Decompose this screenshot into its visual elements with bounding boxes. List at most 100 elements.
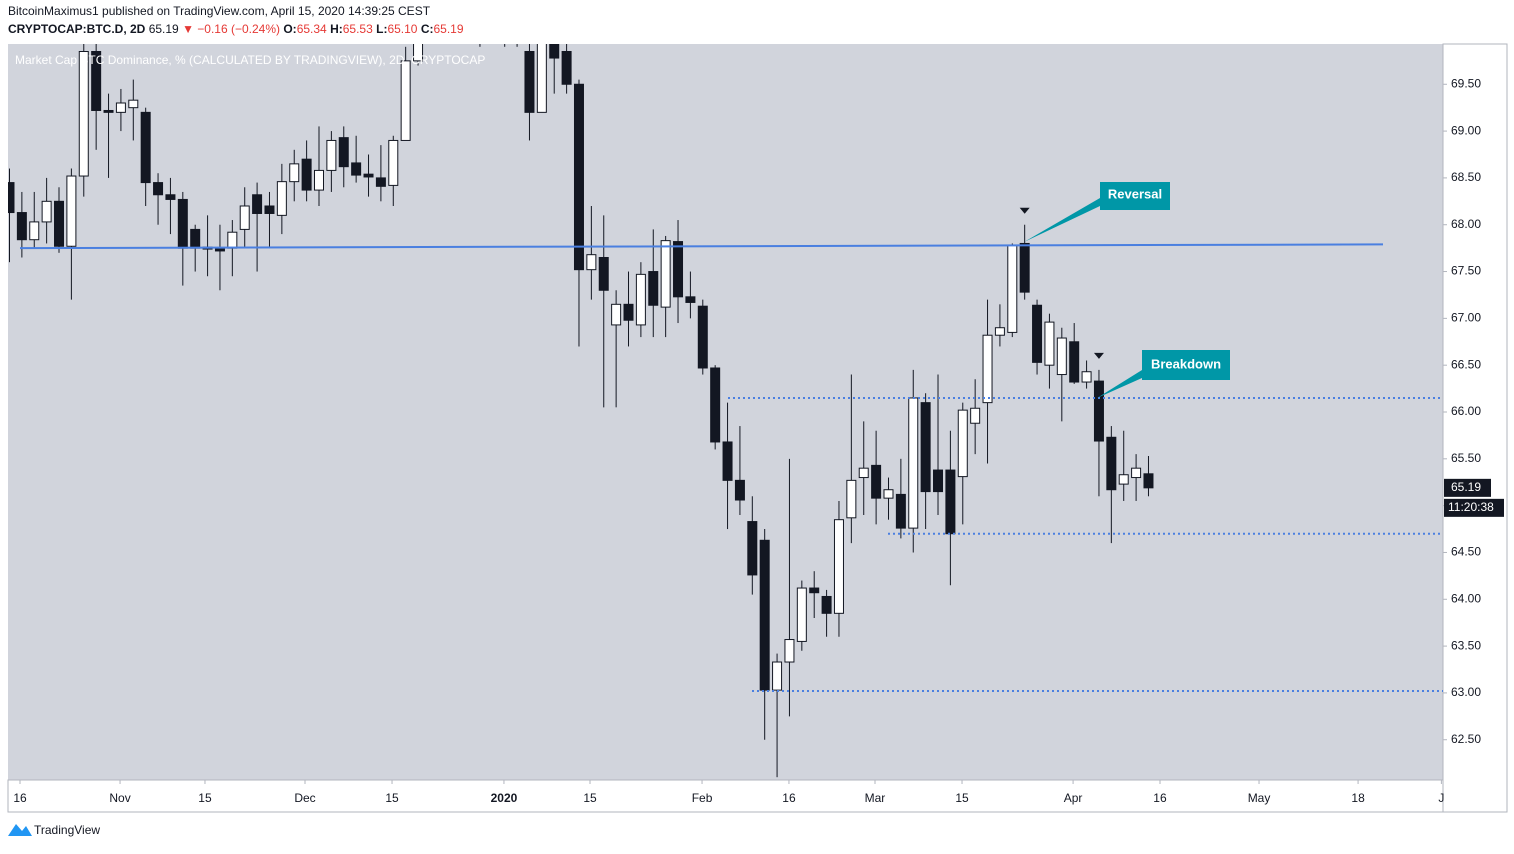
candle-body [463, 5, 472, 10]
candle-body [846, 479, 857, 519]
candle-body [54, 200, 65, 247]
candle-body [697, 305, 708, 369]
candle-body [8, 182, 15, 214]
candle-body [871, 464, 882, 499]
x-tick-label: Apr [1064, 791, 1083, 805]
ohlc-label: L: [376, 22, 387, 36]
candle-body [635, 273, 646, 326]
symbol: CRYPTOCAP:BTC.D, 2D [8, 22, 146, 36]
candle-body [153, 182, 164, 196]
x-tick-label: Feb [692, 791, 713, 805]
brand: TradingView [34, 823, 100, 837]
candle-body [933, 469, 944, 493]
candle-body [1044, 321, 1055, 366]
y-tick-label: 65.50 [1451, 451, 1481, 465]
x-tick-label: Nov [109, 791, 130, 805]
candle-body [190, 228, 201, 249]
price-axis [1442, 43, 1508, 813]
y-tick-label: 62.50 [1451, 732, 1481, 746]
candle-body [747, 521, 758, 576]
callout-box [1097, 350, 1230, 398]
y-tick-label: 69.50 [1451, 76, 1481, 90]
candle-body [29, 221, 40, 241]
ohlc-value: 65.53 [343, 22, 373, 36]
x-tick-label: 18 [1351, 791, 1365, 805]
candle-body [1019, 242, 1030, 293]
candle-body [821, 595, 832, 614]
x-tick-label: Mar [865, 791, 886, 805]
callout-box [1024, 182, 1170, 242]
candle-body [623, 303, 634, 321]
last-price: 65.19 [149, 22, 179, 36]
y-tick-label: 68.50 [1451, 170, 1481, 184]
candle-body [438, 9, 447, 18]
candle-body [883, 489, 894, 499]
candle-body [895, 493, 906, 529]
candle-body [957, 409, 968, 478]
y-tick-label: 69.00 [1451, 123, 1481, 137]
y-tick-label: 66.00 [1451, 404, 1481, 418]
candle-body [549, 44, 560, 59]
x-tick-label: Dec [294, 791, 315, 805]
candle-body [685, 296, 696, 303]
candle-body [400, 60, 411, 141]
y-tick-label: 67.50 [1451, 264, 1481, 278]
candle-body [140, 111, 151, 184]
x-tick-label: 15 [385, 791, 399, 805]
watermark: Market Cap BTC Dominance, % (CALCULATED … [15, 53, 485, 67]
candle-body [982, 334, 993, 404]
candle-body [338, 137, 349, 168]
x-tick-label: 15 [583, 791, 597, 805]
ohlc-value: 65.19 [433, 22, 463, 36]
x-tick-label: 16 [13, 791, 27, 805]
candle-body [239, 205, 250, 230]
candle-body [994, 327, 1005, 336]
signal-marker [1093, 352, 1104, 359]
candle-body [41, 200, 52, 223]
candle-body [363, 173, 374, 178]
published-line: BitcoinMaximus1 published on TradingView… [8, 4, 431, 18]
x-tick-label: J [1438, 791, 1444, 805]
candle-body [351, 162, 362, 176]
candle-body [673, 241, 684, 298]
candle-body [796, 587, 807, 642]
candle-body [375, 177, 386, 187]
candle-body [475, 0, 484, 9]
ohlc-value: 65.10 [387, 22, 417, 36]
candle-body [1032, 304, 1043, 363]
symbol-line: CRYPTOCAP:BTC.D, 2D 65.19 ▼ −0.16 (−0.24… [8, 22, 464, 36]
y-tick-label: 63.00 [1451, 685, 1481, 699]
callout-text: Reversal [1108, 186, 1162, 201]
candle-body [784, 639, 795, 663]
candle-body [1069, 341, 1080, 383]
candle-body [598, 256, 609, 291]
candle-body [16, 212, 27, 241]
candle-body [1007, 244, 1018, 333]
plot-area [8, 44, 1443, 780]
ohlc-label: H: [330, 22, 343, 36]
candle-body [301, 158, 312, 191]
candle-body [488, 0, 497, 9]
candle-body [289, 163, 300, 183]
x-tick-label: 2020 [491, 791, 518, 805]
candle-body [734, 479, 745, 501]
signal-marker [1019, 207, 1030, 214]
candle-body [648, 271, 659, 306]
candle-body [276, 181, 287, 216]
y-tick-label: 64.00 [1451, 591, 1481, 605]
ohlc-label: C: [421, 22, 434, 36]
y-tick-label: 63.50 [1451, 638, 1481, 652]
candle-body [586, 254, 597, 271]
candle-body [1131, 467, 1142, 479]
candle-body [1093, 380, 1104, 442]
x-tick-label: May [1248, 791, 1271, 805]
candle-body [313, 169, 324, 191]
candle-body [388, 139, 399, 186]
candle-body [78, 50, 89, 177]
change: ▼ −0.16 (−0.24%) [182, 22, 280, 36]
logo [8, 824, 32, 836]
x-tick-label: 16 [782, 791, 796, 805]
candle-body [524, 50, 535, 113]
